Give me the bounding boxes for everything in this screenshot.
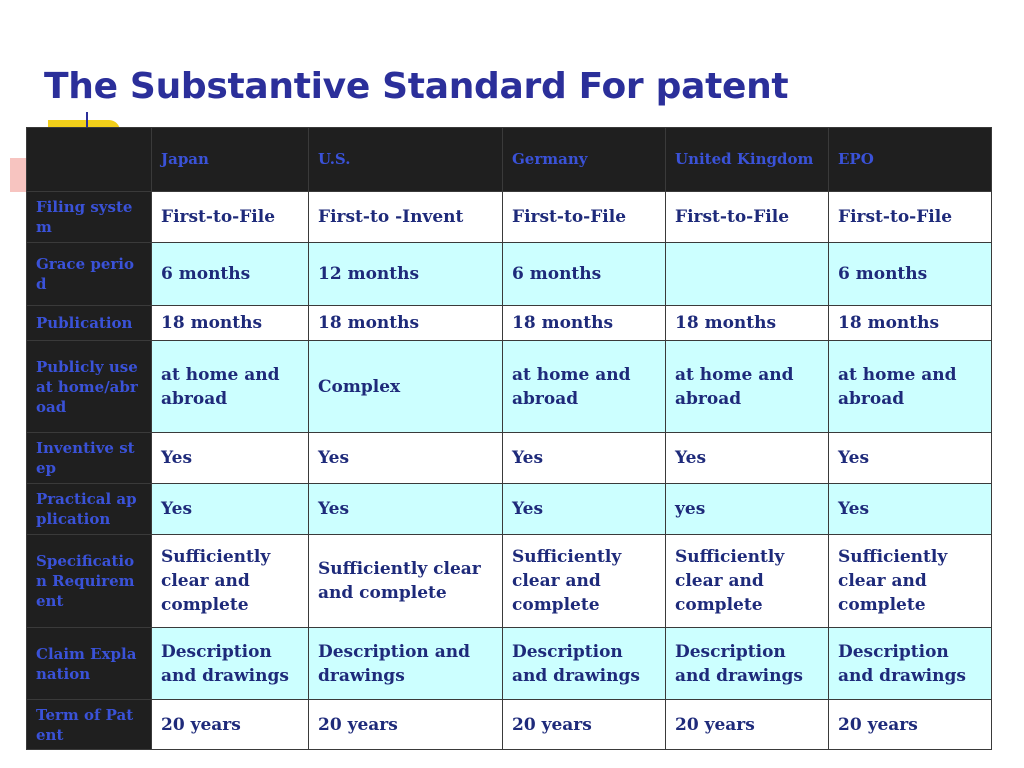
table-cell: at home and abroad [828,340,992,433]
row-label: Filing system [26,191,152,243]
table-cell: Yes [502,483,666,535]
table-cell: at home and abroad [151,340,309,433]
table-cell: Yes [665,432,829,484]
table-cell: 18 months [308,305,503,341]
table-cell: Description and drawings [502,627,666,700]
table-cell: Sufficiently clear and complete [308,534,503,628]
slide-title: The Substantive Standard For patent [44,66,789,107]
accent-line [86,112,88,134]
row-label: Grace period [26,242,152,306]
row-label: Term of Patent [26,699,152,750]
table-cell: Yes [502,432,666,484]
row-label: Claim Explanation [26,627,152,700]
table-row-grace-period: Grace period 6 months 12 months 6 months… [26,242,992,306]
red-accent-shape [10,158,28,192]
column-header-epo: EPO [828,127,992,192]
table-cell: First-to-File [151,191,309,243]
table-cell: First-to-File [828,191,992,243]
table-cell: 6 months [151,242,309,306]
table-cell: Sufficiently clear and complete [502,534,666,628]
table-row-publicly-use: Publicly use at home/abroad at home and … [26,340,992,433]
table-cell: 18 months [828,305,992,341]
column-header-united-kingdom: United Kingdom [665,127,829,192]
table-cell: Yes [151,432,309,484]
column-header-germany: Germany [502,127,666,192]
table-header-row: Japan U.S. Germany United Kingdom EPO [26,127,992,192]
corner-header-cell [26,127,152,192]
table-row-specification-requirement: Specification Requirement Sufficiently c… [26,534,992,628]
row-label: Practical application [26,483,152,535]
column-header-japan: Japan [151,127,309,192]
table-cell: 20 years [665,699,829,750]
table-cell: 6 months [828,242,992,306]
table-cell [665,242,829,306]
row-label: Publicly use at home/abroad [26,340,152,433]
table-cell: Yes [828,483,992,535]
table-cell: First-to -Invent [308,191,503,243]
table-cell: 20 years [502,699,666,750]
table-row-claim-explanation: Claim Explanation Description and drawin… [26,627,992,700]
row-label: Inventive step [26,432,152,484]
table-row-inventive-step: Inventive step Yes Yes Yes Yes Yes [26,432,992,484]
table-cell: at home and abroad [665,340,829,433]
table-cell: 18 months [151,305,309,341]
table-cell: Yes [308,432,503,484]
table-cell: 20 years [828,699,992,750]
table-cell: 18 months [665,305,829,341]
table-cell: Yes [308,483,503,535]
column-header-us: U.S. [308,127,503,192]
table-cell: Description and drawings [828,627,992,700]
table-cell: 18 months [502,305,666,341]
row-label: Publication [26,305,152,341]
table-cell: 20 years [308,699,503,750]
table-row-term-of-patent: Term of Patent 20 years 20 years 20 year… [26,699,992,750]
table-cell: Description and drawings [665,627,829,700]
table-cell: Complex [308,340,503,433]
table-cell: Yes [828,432,992,484]
table-cell: 12 months [308,242,503,306]
table-cell: 6 months [502,242,666,306]
table-cell: yes [665,483,829,535]
table-cell: Description and drawings [151,627,309,700]
patent-comparison-table: Japan U.S. Germany United Kingdom EPO Fi… [26,127,992,750]
table-cell: Description and drawings [308,627,503,700]
table-row-filing-system: Filing system First-to-File First-to -In… [26,191,992,243]
table-cell: Yes [151,483,309,535]
table-cell: 20 years [151,699,309,750]
table-cell: First-to-File [665,191,829,243]
table-cell: First-to-File [502,191,666,243]
table-cell: Sufficiently clear and complete [828,534,992,628]
patent-comparison-table-wrapper: Japan U.S. Germany United Kingdom EPO Fi… [26,127,992,750]
table-cell: Sufficiently clear and complete [151,534,309,628]
table-row-publication: Publication 18 months 18 months 18 month… [26,305,992,341]
table-cell: at home and abroad [502,340,666,433]
table-row-practical-application: Practical application Yes Yes Yes yes Ye… [26,483,992,535]
table-cell: Sufficiently clear and complete [665,534,829,628]
row-label: Specification Requirement [26,534,152,628]
